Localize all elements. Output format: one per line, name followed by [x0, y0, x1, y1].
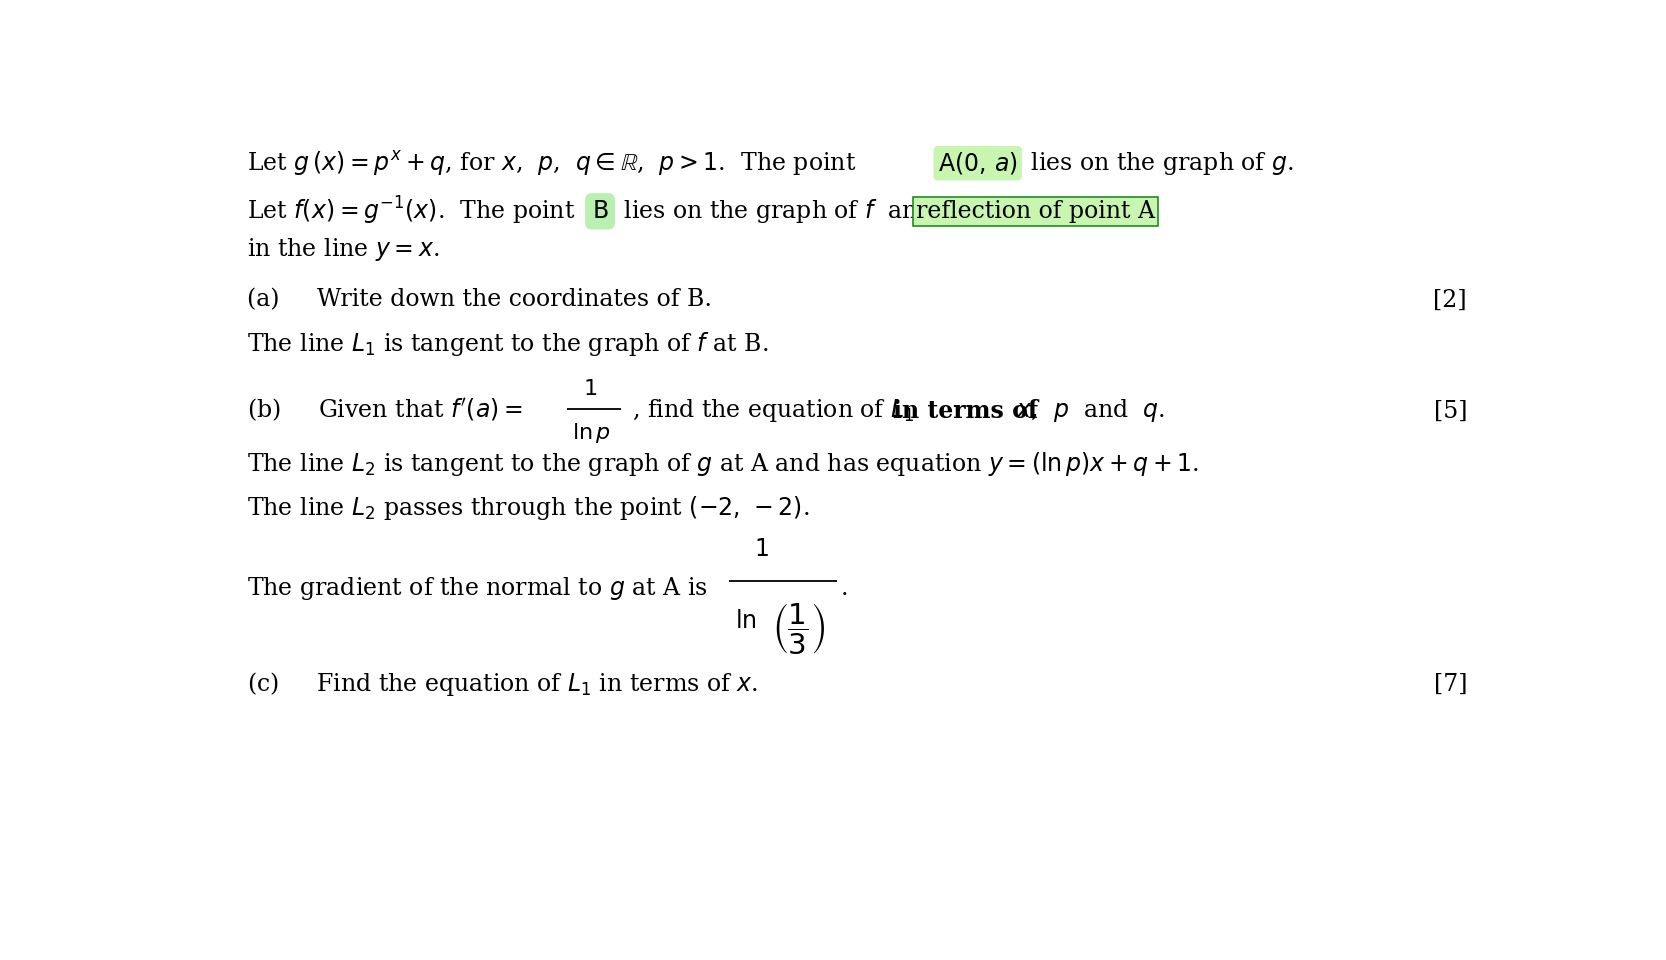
Text: [2]: [2] [1433, 289, 1468, 311]
Text: $\mathrm{A}(0,\,a)$: $\mathrm{A}(0,\,a)$ [938, 151, 1018, 177]
Text: (b)     Given that $f'(a)=$: (b) Given that $f'(a)=$ [247, 397, 523, 424]
Text: (a)     Write down the coordinates of B.: (a) Write down the coordinates of B. [247, 289, 711, 311]
Text: $1$: $1$ [583, 377, 596, 399]
Text: lies on the graph of $f$  and is the: lies on the graph of $f$ and is the [616, 198, 1008, 226]
Text: The line $L_1$ is tangent to the graph of $f$ at B.: The line $L_1$ is tangent to the graph o… [247, 330, 768, 358]
Text: $\ln$: $\ln$ [735, 610, 756, 633]
Text: $\mathrm{B}$: $\mathrm{B}$ [591, 200, 608, 223]
Text: The line $L_2$ is tangent to the graph of $g$ at A and has equation $y=(\ln p)x+: The line $L_2$ is tangent to the graph o… [247, 450, 1200, 478]
Text: [5]: [5] [1434, 399, 1468, 422]
Text: reflection of point A: reflection of point A [916, 200, 1155, 223]
Text: in terms of: in terms of [893, 399, 1038, 423]
Text: The gradient of the normal to $g$ at A is: The gradient of the normal to $g$ at A i… [247, 575, 708, 602]
Text: .: . [841, 577, 848, 600]
Text: $1$: $1$ [755, 539, 770, 562]
Text: $\left(\dfrac{1}{3}\right)$: $\left(\dfrac{1}{3}\right)$ [773, 601, 826, 657]
Text: Let $f(x)=g^{-1}(x)$.  The point: Let $f(x)=g^{-1}(x)$. The point [247, 195, 576, 228]
Text: lies on the graph of $g$.: lies on the graph of $g$. [1023, 150, 1293, 177]
Text: (c)     Find the equation of $L_1$ in terms of $x$.: (c) Find the equation of $L_1$ in terms … [247, 670, 758, 698]
Text: The line $L_2$ passes through the point $(-2,\,-2)$.: The line $L_2$ passes through the point … [247, 494, 810, 522]
Text: [7]: [7] [1434, 673, 1468, 696]
Text: $x$,  $p$  and  $q$.: $x$, $p$ and $q$. [1008, 397, 1165, 424]
Text: $\ln p$: $\ln p$ [573, 421, 611, 445]
Text: in the line $y=x$.: in the line $y=x$. [247, 236, 440, 263]
Text: , find the equation of $L_1$: , find the equation of $L_1$ [631, 397, 925, 424]
Text: Let $g\,(x)=p^x+q$, for $x$,  $p$,  $q\in\mathbb{R}$,  $p>1$.  The point: Let $g\,(x)=p^x+q$, for $x$, $p$, $q\in\… [247, 149, 856, 178]
